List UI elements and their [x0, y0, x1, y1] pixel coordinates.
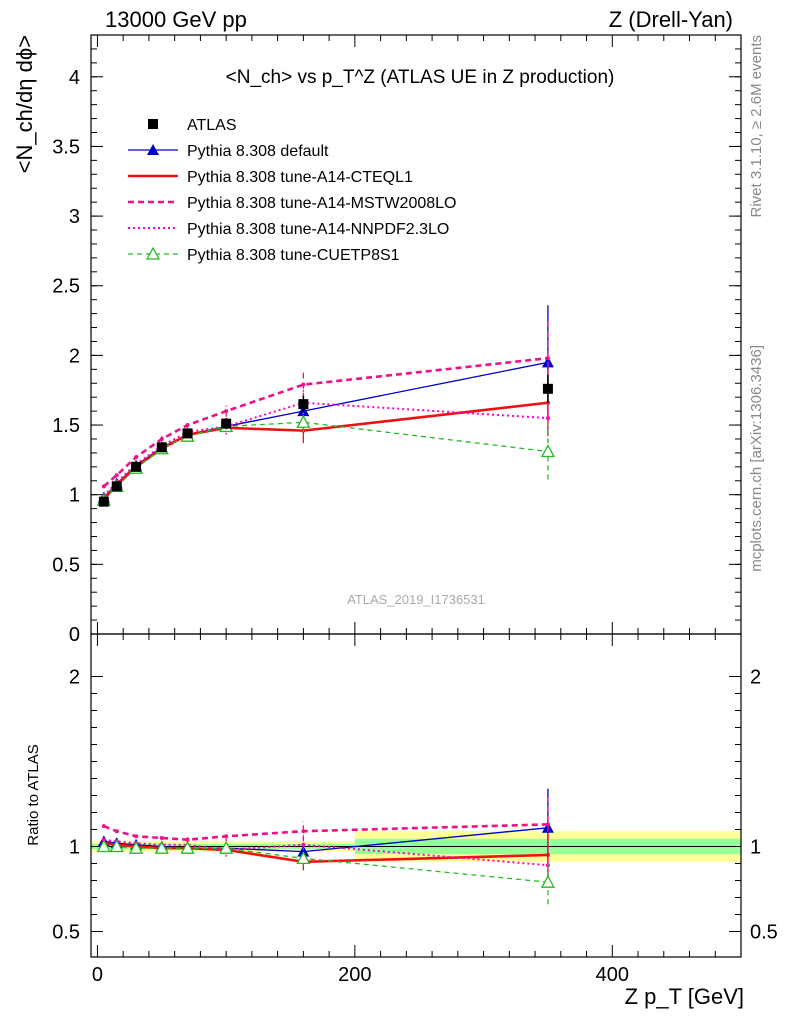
legend: ATLAS Pythia 8.308 default Pythia 8.308 tu… [128, 117, 456, 264]
main-series-1 [97, 305, 554, 503]
rivet-version-label: Rivet 3.1.10, ≥ 2.6M events [748, 35, 765, 218]
main-series-marker [224, 409, 229, 414]
ratio-series-marker [96, 839, 111, 853]
main-ytick-label: 2.5 [52, 276, 80, 298]
ratio-series-marker [296, 851, 311, 865]
main-series-line [103, 356, 549, 488]
ratio-series-marker [154, 840, 169, 854]
legend-label: ATLAS [187, 117, 237, 134]
ratio-series-marker [540, 874, 556, 888]
ratio-xtick-label: 0 [92, 964, 103, 986]
ratio-ytick-label-right: 0.5 [750, 922, 778, 944]
main-ytick-label: 2 [69, 345, 80, 367]
ratio-frame [90, 633, 742, 958]
ratio-xtick-label: 200 [338, 964, 371, 986]
ratio-series-marker [114, 829, 119, 834]
main-series-line [102, 401, 549, 500]
ratio-series-marker [185, 837, 190, 842]
legend-label: Pythia 8.308 tune-A14-MSTW2008LO [187, 195, 456, 212]
ratio-series-marker [101, 824, 106, 829]
main-series-line [103, 401, 548, 497]
ratio-panel: 0.5 0.5 1 1 2 2 0 200 400 Ratio to ATLAS Z p_T [Ge… [25, 633, 778, 1009]
ratio-series-line [103, 823, 548, 842]
ratio-series-marker [180, 840, 195, 854]
ratio-series-2 [101, 797, 550, 852]
atlas-marker [542, 383, 553, 394]
main-series-marker [101, 484, 106, 489]
atlas-marker [98, 496, 109, 507]
ratio-series-marker [545, 853, 550, 857]
main-ytick-label: 1 [69, 485, 80, 507]
legend-label: Pythia 8.308 default [187, 143, 329, 160]
ratio-ytick-label-right: 1 [750, 837, 761, 859]
ratio-ytick-label-right: 2 [750, 667, 761, 689]
main-series-marker [159, 436, 164, 441]
main-ytick-label: 1.5 [52, 415, 80, 437]
main-ytick-label: 4 [69, 67, 80, 89]
main-series-marker [545, 416, 550, 421]
ratio-xtick-label: 400 [596, 964, 629, 986]
legend-label: Pythia 8.308 tune-CUETP8S1 [187, 247, 400, 264]
atlas-marker [182, 428, 193, 439]
ratio-series-marker [224, 834, 229, 839]
ratio-series-marker [159, 836, 164, 840]
legend-marker [147, 144, 159, 155]
atlas-marker [131, 461, 142, 472]
main-series-3 [101, 319, 550, 489]
main-series-marker [540, 444, 556, 458]
ratio-y-axis-title: Ratio to ATLAS [25, 744, 42, 845]
legend-marker [148, 119, 158, 129]
legend-label: Pythia 8.308 tune-A14-CTEQL1 [187, 169, 413, 186]
atlas-marker [156, 442, 167, 453]
main-panel: 0 0.5 1 1.5 2 2.5 3 3.5 4 <N_ch/dη dϕ> <N_ch> vs p… [12, 34, 742, 646]
legend-label: Pythia 8.308 tune-A14-NNPDF2.3LO [187, 221, 449, 238]
main-ytick-label: 3.5 [52, 136, 80, 158]
ratio-series-marker [545, 822, 550, 827]
x-axis-title: Z p_T [GeV] [625, 984, 744, 1009]
main-series-marker [134, 455, 139, 460]
main-plot-title: <N_ch> vs p_T^Z (ATLAS UE in Z productio… [226, 67, 615, 88]
main-series-marker [114, 473, 119, 478]
header-right-label: Z (Drell-Yan) [609, 7, 733, 32]
main-series-line [103, 421, 549, 501]
main-series-marker [301, 382, 306, 387]
ratio-series-marker [301, 842, 306, 847]
main-series-marker [545, 356, 550, 361]
atlas-data-points [98, 374, 553, 507]
main-series-line [103, 361, 549, 498]
main-y-axis-title: <N_ch/dη dϕ> [12, 35, 37, 173]
atlas-marker [298, 399, 309, 410]
header-left-label: 13000 GeV pp [105, 7, 247, 32]
atlas-marker [221, 418, 232, 429]
main-series-marker [185, 423, 190, 428]
ratio-ytick-label-left: 1 [69, 837, 80, 859]
ratio-series-marker [301, 829, 306, 834]
ratio-series-marker [128, 840, 144, 854]
ratio-series-marker [134, 834, 139, 839]
main-ytick-label: 0 [69, 624, 80, 646]
legend-marker [145, 246, 161, 260]
ratio-series-marker [109, 839, 124, 853]
ratio-ytick-label-left: 2 [69, 667, 80, 689]
main-ytick-label: 0.5 [52, 554, 80, 576]
ratio-series-4 [96, 839, 556, 905]
atlas-marker [111, 481, 122, 492]
ratio-series-line [103, 838, 549, 867]
mcplots-label: mcplots.cern.ch [arXiv:1306.3436] [748, 345, 765, 572]
main-series-5 [96, 412, 556, 506]
main-ytick-label: 3 [69, 206, 80, 228]
ratio-ytick-label-left: 0.5 [52, 922, 80, 944]
main-series-marker [296, 414, 311, 428]
ratio-series-marker [219, 840, 234, 854]
analysis-label: ATLAS_2019_I1736531 [347, 592, 485, 607]
